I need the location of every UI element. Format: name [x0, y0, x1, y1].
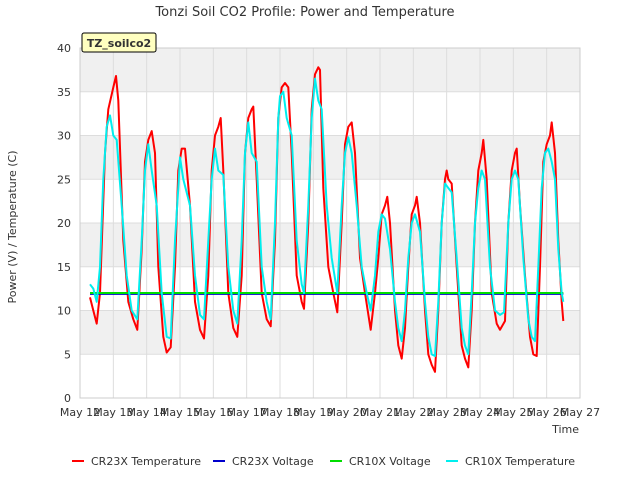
x-tick-label: May 27	[560, 406, 600, 419]
y-tick-label: 0	[64, 392, 71, 405]
x-tick-label: May 15	[160, 406, 200, 419]
legend-label: CR23X Voltage	[232, 455, 314, 468]
legend-item: CR10X Temperature	[446, 455, 575, 468]
y-tick-label: 35	[57, 86, 71, 99]
x-tick-label: May 24	[460, 406, 500, 419]
y-tick-label: 25	[57, 173, 71, 186]
plot-area	[79, 47, 581, 399]
site-tag-box	[81, 32, 157, 53]
background-band	[80, 48, 580, 92]
legend-label: CR23X Temperature	[91, 455, 201, 468]
x-tick-label: May 21	[360, 406, 400, 419]
x-tick-label: May 16	[193, 406, 233, 419]
x-tick-label: May 18	[260, 406, 300, 419]
x-tick-label: May 12	[60, 406, 100, 419]
y-tick-label: 5	[64, 348, 71, 361]
x-tick-label: May 23	[427, 406, 467, 419]
series-lines	[89, 66, 565, 373]
y-axis: 0 5 10 15 20 25 30 35 40	[57, 42, 71, 405]
chart-title: Tonzi Soil CO2 Profile: Power and Temper…	[154, 5, 454, 20]
legend: CR23X Temperature CR23X Voltage CR10X Volt…	[72, 455, 575, 468]
x-tick-label: May 17	[227, 406, 267, 419]
y-tick-label: 15	[57, 261, 71, 274]
y-tick-label: 20	[57, 217, 71, 230]
x-tick-label: May 25	[493, 406, 533, 419]
series-line	[89, 77, 565, 357]
x-tick-label: May 26	[527, 406, 567, 419]
legend-item: CR23X Voltage	[213, 455, 314, 468]
y-tick-label: 40	[57, 42, 71, 55]
legend-item: CR23X Temperature	[72, 455, 201, 468]
legend-item: CR10X Voltage	[330, 455, 431, 468]
y-axis-label: Power (V) / Temperature (C)	[6, 150, 19, 303]
legend-label: CR10X Temperature	[465, 455, 575, 468]
x-tick-label: May 19	[293, 406, 333, 419]
x-tick-label: May 14	[127, 406, 167, 419]
legend-label: CR10X Voltage	[349, 455, 431, 468]
y-tick-label: 30	[57, 130, 71, 143]
y-tick-label: 10	[57, 305, 71, 318]
site-tag: TZ_soilco2	[81, 32, 157, 53]
x-tick-label: May 22	[393, 406, 433, 419]
background-band	[80, 135, 580, 180]
x-tick-label: May 13	[93, 406, 133, 419]
x-tick-label: May 20	[327, 406, 367, 419]
x-axis-label: Time	[551, 423, 579, 436]
site-tag-label: TZ_soilco2	[87, 37, 151, 50]
